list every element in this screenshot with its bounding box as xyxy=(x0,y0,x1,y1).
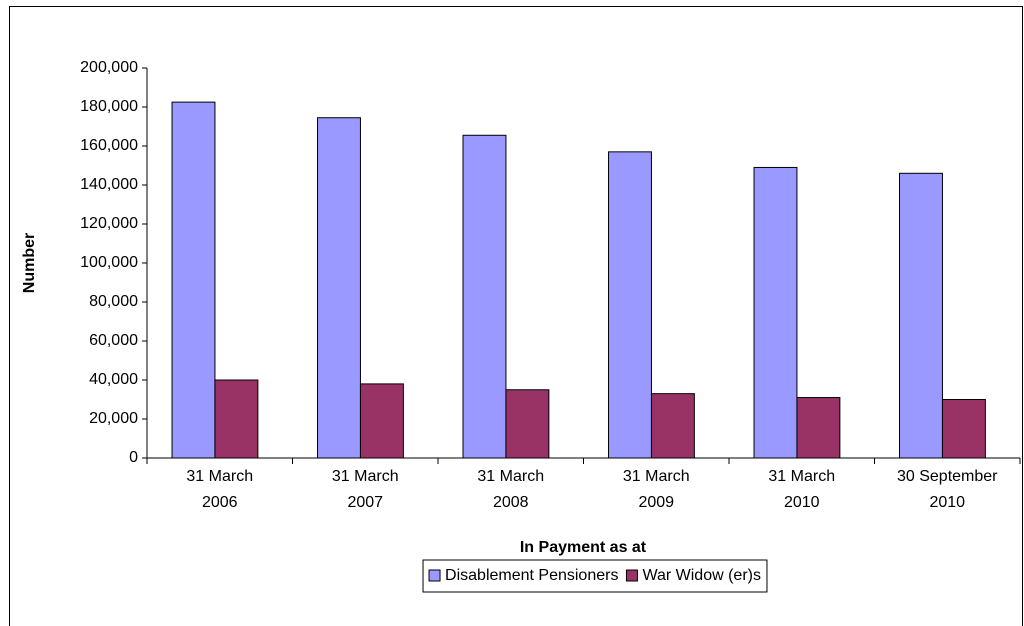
y-tick-label: 40,000 xyxy=(89,371,138,388)
legend-swatch xyxy=(428,569,441,582)
y-tick-label: 20,000 xyxy=(89,410,138,427)
y-tick-label: 60,000 xyxy=(89,332,138,349)
x-tick-label: 31 March 2008 xyxy=(477,468,545,511)
x-tick-label: 31 March 2009 xyxy=(622,468,690,511)
y-tick-label: 100,000 xyxy=(80,254,138,271)
y-tick-label: 160,000 xyxy=(80,137,138,154)
bar xyxy=(359,383,404,459)
bar xyxy=(462,134,507,459)
bar xyxy=(317,117,361,459)
bar xyxy=(899,172,943,459)
legend-swatch xyxy=(625,569,638,582)
chart-frame xyxy=(9,6,1023,626)
x-tick-label: 31 March 2006 xyxy=(186,468,254,511)
y-tick-label: 140,000 xyxy=(80,176,138,193)
x-tick-label: 30 September 2010 xyxy=(896,468,998,511)
legend-label: Disablement Pensioners xyxy=(445,567,618,584)
y-axis-title: Number xyxy=(21,233,38,293)
y-tick-label: 80,000 xyxy=(89,293,138,310)
bar xyxy=(171,101,216,459)
bar xyxy=(608,151,652,459)
y-tick-label: 180,000 xyxy=(80,98,138,115)
bar xyxy=(650,393,695,459)
x-tick-label: 31 March 2010 xyxy=(768,468,836,511)
bar xyxy=(796,397,841,459)
bar xyxy=(505,389,550,459)
legend-label: War Widow (er)s xyxy=(642,567,761,584)
bar xyxy=(214,379,259,459)
y-tick-label: 200,000 xyxy=(80,59,138,76)
x-tick-label: 31 March 2007 xyxy=(331,468,399,511)
bar xyxy=(753,166,798,459)
bar xyxy=(941,399,986,459)
y-tick-label: 0 xyxy=(129,449,138,466)
y-tick-label: 120,000 xyxy=(80,215,138,232)
x-axis-title: In Payment as at xyxy=(520,539,647,556)
legend-box xyxy=(422,559,768,593)
